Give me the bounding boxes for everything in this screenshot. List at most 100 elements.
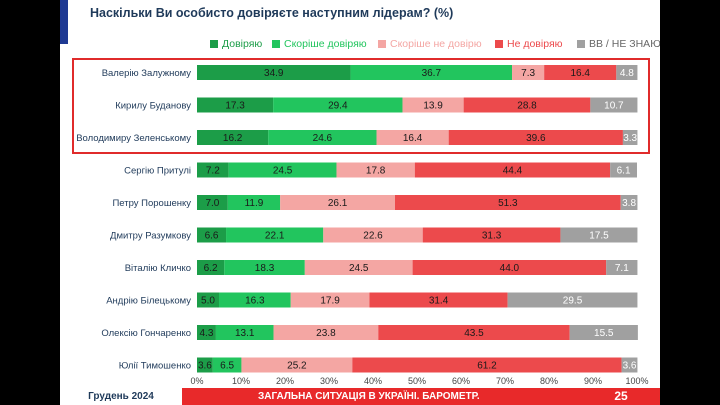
bar-segment — [621, 357, 638, 373]
data-label: 23.8 — [316, 328, 336, 339]
bar-segment — [212, 357, 242, 373]
bar-segment — [507, 292, 638, 308]
data-label: 15.5 — [594, 328, 614, 339]
x-tick-label: 100% — [625, 376, 648, 386]
bar-segment — [224, 260, 305, 275]
legend-item-rather-distrust: Скоріше не довірю — [378, 38, 482, 50]
category-label: Кирилу Буданову — [115, 101, 191, 112]
legend-item-distrust: Не довіряю — [495, 38, 563, 50]
bar-segment — [606, 260, 638, 275]
data-label: 13.1 — [235, 328, 255, 339]
right-letterbox — [660, 0, 720, 405]
data-label: 17.8 — [366, 166, 386, 177]
bar-segment — [268, 130, 377, 145]
bar-segment — [197, 130, 269, 145]
data-label: 29.5 — [563, 296, 583, 307]
page-number: 25 — [614, 389, 628, 403]
legend-item-trust: Довіряю — [210, 38, 262, 50]
data-label: 44.4 — [503, 166, 523, 177]
data-label: 17.3 — [225, 101, 245, 112]
data-label: 22.6 — [363, 231, 383, 242]
category-label: Дмитру Разумкову — [110, 231, 191, 242]
data-label: 3.8 — [622, 198, 636, 209]
data-label: 4.8 — [620, 68, 634, 79]
bar-segment — [560, 227, 638, 243]
data-label: 36.7 — [422, 68, 442, 79]
data-label: 24.6 — [313, 133, 333, 144]
data-label: 16.2 — [223, 133, 243, 144]
footer-description: ЗАГАЛЬНА СИТУАЦІЯ В УКРАЇНІ. БАРОМЕТР. — [258, 391, 480, 402]
data-label: 25.2 — [287, 361, 307, 372]
data-label: 6.1 — [617, 166, 631, 177]
x-tick-label: 80% — [540, 376, 558, 386]
data-label: 6.2 — [204, 263, 218, 274]
bar-segment — [414, 162, 611, 178]
data-label: 24.5 — [349, 263, 369, 274]
left-letterbox — [0, 0, 60, 405]
data-label: 3.6 — [198, 361, 212, 372]
data-label: 7.0 — [205, 198, 219, 209]
data-label: 31.3 — [482, 231, 502, 242]
data-label: 51.3 — [498, 198, 518, 209]
x-tick-label: 40% — [364, 376, 382, 386]
bar-segment — [197, 97, 274, 113]
data-label: 44.0 — [500, 263, 520, 274]
x-tick-label: 50% — [408, 376, 426, 386]
bar-segment — [352, 357, 622, 373]
legend-label-rather-trust: Скоріше довіряю — [284, 38, 367, 50]
bar-segment — [197, 325, 216, 340]
category-label: Сергію Притулі — [124, 166, 191, 177]
data-label: 16.4 — [571, 68, 591, 79]
legend-swatch-dont-know — [577, 40, 585, 48]
bar-segment — [336, 162, 415, 178]
bar-segment — [197, 65, 351, 80]
data-label: 16.3 — [245, 296, 265, 307]
bar-segment — [590, 97, 638, 113]
data-label: 6.5 — [220, 361, 234, 372]
category-label: Олексію Гончаренко — [101, 328, 191, 339]
data-label: 17.5 — [589, 231, 609, 242]
bar-segment — [197, 260, 225, 275]
legend-item-rather-trust: Скоріше довіряю — [272, 38, 367, 50]
bar-segment — [395, 195, 621, 210]
bar-segment — [228, 162, 337, 178]
x-tick-label: 60% — [452, 376, 470, 386]
data-label: 13.9 — [423, 101, 443, 112]
bar-segment — [376, 130, 449, 145]
data-label: 3.3 — [623, 133, 637, 144]
data-label: 5.0 — [201, 296, 215, 307]
data-label: 31.4 — [429, 296, 449, 307]
x-tick-label: 0% — [190, 376, 203, 386]
legend-item-dont-know: ВВ / НЕ ЗНАЮ — [577, 38, 660, 50]
bar-segment — [463, 97, 591, 113]
x-tick-label: 30% — [320, 376, 338, 386]
legend-swatch-trust — [210, 40, 218, 48]
footer-bar: Грудень 2024 ЗАГАЛЬНА СИТУАЦІЯ В УКРАЇНІ… — [60, 388, 660, 405]
legend-swatch-rather-trust — [272, 40, 280, 48]
category-label: Юлії Тимошенко — [119, 361, 191, 372]
data-label: 4.3 — [200, 328, 214, 339]
bar-segment — [512, 65, 545, 80]
category-label: Андрію Білецькому — [106, 296, 191, 307]
data-label: 29.4 — [328, 101, 348, 112]
bar-segment — [620, 195, 638, 210]
data-label: 22.1 — [265, 231, 285, 242]
category-label: Володимиру Зеленському — [76, 133, 191, 144]
title-accent-stripe — [60, 0, 68, 44]
data-label: 26.1 — [328, 198, 348, 209]
bar-segment — [323, 227, 423, 243]
data-label: 7.2 — [206, 166, 220, 177]
data-label: 16.4 — [403, 133, 423, 144]
bar-segment — [197, 162, 229, 178]
data-label: 18.3 — [255, 263, 275, 274]
legend-label-dont-know: ВВ / НЕ ЗНАЮ — [589, 38, 660, 50]
bar-segment — [197, 227, 227, 243]
slide-title: Наскільки Ви особисто довіряєте наступни… — [90, 6, 454, 20]
data-label: 34.9 — [264, 68, 284, 79]
x-tick-label: 20% — [276, 376, 294, 386]
bar-segment — [402, 97, 464, 113]
bar-segment — [273, 325, 379, 340]
bar-segment — [622, 130, 638, 145]
data-label: 61.2 — [477, 361, 497, 372]
bar-segment — [616, 65, 638, 80]
